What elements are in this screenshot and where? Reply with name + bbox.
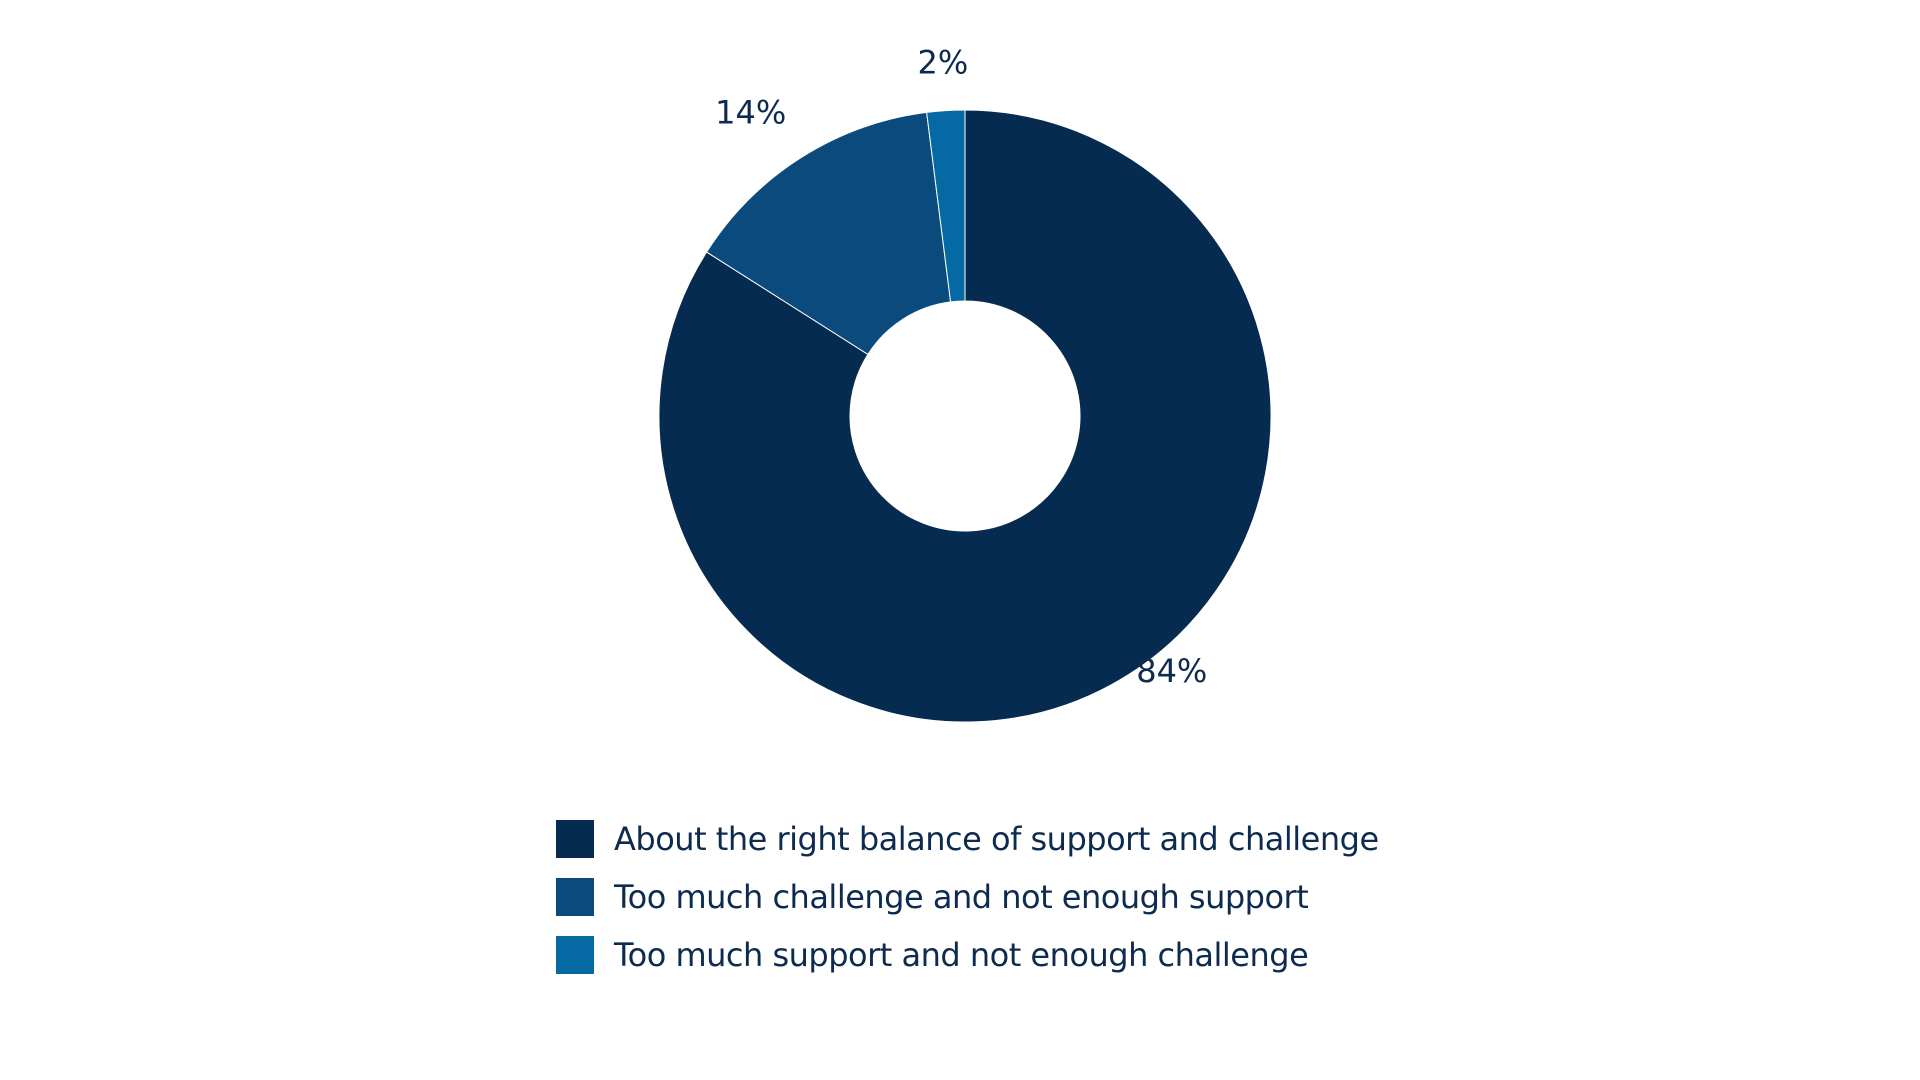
slice-value-label: 84% [1136,652,1207,690]
slice-value-label: 14% [715,93,786,131]
legend-label: Too much challenge and not enough suppor… [614,878,1309,916]
donut-slice [658,109,1272,723]
donut-slice [705,111,952,356]
legend-swatch [556,820,594,858]
legend-item: Too much support and not enough challeng… [556,936,1379,974]
legend-item: Too much challenge and not enough suppor… [556,878,1379,916]
slice-value-label: 2% [918,44,969,82]
legend-item: About the right balance of support and c… [556,820,1379,858]
slices-group [658,109,1272,723]
legend-label: Too much support and not enough challeng… [614,936,1309,974]
legend-label: About the right balance of support and c… [614,820,1379,858]
legend-swatch [556,936,594,974]
donut-slice [926,109,966,303]
legend: About the right balance of support and c… [556,820,1379,994]
slice-labels-group: 84% 14% 2% [715,44,1207,690]
legend-swatch [556,878,594,916]
